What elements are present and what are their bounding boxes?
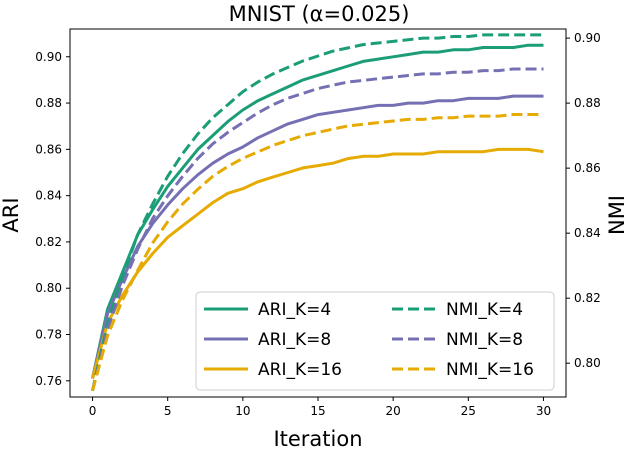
- y-left-tick-label: 0.82: [35, 235, 62, 249]
- legend-label: NMI_K=16: [446, 360, 534, 380]
- legend: ARI_K=4 ARI_K=8 ARI_K=16 NMI_K=4 NMI_K=8 NMI_…: [195, 291, 555, 391]
- x-tick-label: 10: [235, 404, 250, 418]
- x-tick-label: 30: [536, 404, 551, 418]
- legend-label: NMI_K=8: [446, 330, 523, 350]
- series-layer: [91, 33, 544, 392]
- legend-label: ARI_K=8: [258, 330, 331, 350]
- x-tick-label: 20: [386, 404, 401, 418]
- y-right-tick-label: 0.82: [574, 291, 601, 305]
- series-line-ARI_K=16: [91, 147, 544, 379]
- legend-label: ARI_K=4: [258, 300, 331, 320]
- series-line-ARI_K=4: [91, 43, 544, 379]
- legend-label: NMI_K=4: [446, 300, 523, 320]
- legend-box: [195, 291, 555, 391]
- y-right-tick-label: 0.80: [574, 356, 601, 370]
- y-left-tick-label: 0.90: [35, 50, 62, 64]
- y-right-tick-label: 0.88: [574, 96, 601, 110]
- x-axis: 0 5 10 15 20 25 30: [89, 397, 551, 418]
- y-left-tick-label: 0.84: [35, 189, 62, 203]
- y-left-tick-label: 0.86: [35, 142, 62, 156]
- y-left-tick-label: 0.88: [35, 96, 62, 110]
- y-right-tick-label: 0.90: [574, 31, 601, 45]
- series-line-NMI_K=8: [91, 67, 544, 392]
- series-line-NMI_K=4: [91, 33, 544, 392]
- y-left-tick-label: 0.78: [35, 328, 62, 342]
- y-right-tick-label: 0.84: [574, 226, 601, 240]
- y-right-tick-label: 0.86: [574, 161, 601, 175]
- y-axis-right: 0.80 0.82 0.84 0.86 0.88 0.90: [566, 31, 601, 370]
- y-left-tick-label: 0.76: [35, 374, 62, 388]
- legend-label: ARI_K=16: [258, 360, 342, 380]
- x-tick-label: 0: [89, 404, 97, 418]
- x-tick-label: 25: [461, 404, 476, 418]
- chart-title: MNIST (α=0.025): [229, 2, 410, 26]
- y-axis-left-label: ARI: [0, 197, 23, 232]
- y-axis-left: 0.76 0.78 0.80 0.82 0.84 0.86 0.88 0.90: [35, 50, 70, 388]
- x-tick-label: 5: [164, 404, 172, 418]
- series-line-NMI_K=16: [91, 113, 544, 392]
- series-line-ARI_K=8: [91, 94, 544, 379]
- y-axis-right-label: NMI: [605, 195, 629, 235]
- x-axis-label: Iteration: [273, 427, 362, 451]
- y-left-tick-label: 0.80: [35, 281, 62, 295]
- x-tick-label: 15: [310, 404, 325, 418]
